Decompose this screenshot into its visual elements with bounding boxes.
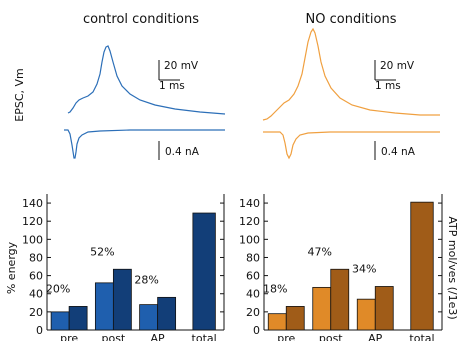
current-scale-label-control: 0.4 nA <box>165 146 200 158</box>
x-tick-label: post <box>101 332 125 341</box>
y-tick-label: 120 <box>239 215 260 228</box>
bar-series-1 <box>50 311 70 331</box>
bar-series-2 <box>330 268 350 331</box>
scalebar-voltage-time-no <box>374 60 396 81</box>
y-tick-label: 20 <box>29 306 43 319</box>
x-tick-label: AP <box>151 332 166 341</box>
bar-series-1 <box>267 313 287 331</box>
y-tick-label: 140 <box>239 197 260 210</box>
y-tick-label: 140 <box>22 197 43 210</box>
bar-series-1 <box>139 304 159 331</box>
percent-label: 34% <box>352 262 376 275</box>
current-scale-label-no: 0.4 nA <box>381 146 416 158</box>
voltage-scale-label-no: 20 mV <box>380 60 415 72</box>
y-tick-label: 80 <box>29 251 43 264</box>
bar-series-2 <box>112 268 132 331</box>
percent-label: 18% <box>263 282 287 295</box>
x-tick-label: pre <box>60 332 78 341</box>
x-tick-label: total <box>409 332 434 341</box>
voltage-trace-no <box>262 27 440 121</box>
bar-chart-no: 0 20 40 60 80 100 120 140 ATP mol/ves (/1e3) 18% p… <box>239 194 458 341</box>
voltage-scale-label-control: 20 mV <box>164 60 199 72</box>
y-axis-label: ATP mol/ves (/1e3) <box>446 216 458 319</box>
percent-label: 47% <box>308 245 332 258</box>
current-trace-no <box>263 131 440 160</box>
y-tick-label: 80 <box>246 251 260 264</box>
x-tick-label: pre <box>277 332 295 341</box>
bar-series-1 <box>356 298 376 331</box>
x-tick-label: AP <box>368 332 383 341</box>
y-tick-label: 60 <box>29 270 43 283</box>
y-tick-label: 100 <box>22 233 43 246</box>
y-tick-label: 0 <box>36 324 43 337</box>
y-tick-label: 120 <box>22 215 43 228</box>
y-tick-label: 40 <box>246 288 260 301</box>
y-tick-label: 40 <box>29 288 43 301</box>
time-scale-label-control: 1 ms <box>159 80 185 92</box>
y-tick-label: 0 <box>253 324 260 337</box>
trace-panel-control: control conditions 20 mV 1 ms 0.4 nA <box>64 12 226 160</box>
bar-series-1 <box>312 286 332 331</box>
current-trace-control <box>64 129 225 159</box>
trace-title-control: control conditions <box>83 12 199 27</box>
time-scale-label-no: 1 ms <box>375 80 401 92</box>
traces-y-label: EPSC, Vm <box>13 68 26 121</box>
y-tick-label: 100 <box>239 233 260 246</box>
bar-total <box>410 201 434 331</box>
percent-label: 52% <box>90 245 114 258</box>
bar-series-1 <box>94 282 114 331</box>
percent-label: 28% <box>134 273 158 286</box>
x-tick-label: total <box>192 332 217 341</box>
trace-title-no: NO conditions <box>306 12 397 27</box>
bar-series-2 <box>374 286 394 331</box>
bar-total <box>192 212 216 331</box>
bar-series-2 <box>285 306 305 331</box>
bar-series-2 <box>157 296 177 331</box>
bar-series-2 <box>68 306 88 331</box>
percent-label: 20% <box>46 282 70 295</box>
x-tick-label: post <box>319 332 343 341</box>
scalebar-voltage-time-control <box>158 60 180 81</box>
voltage-trace-control <box>67 45 226 115</box>
trace-panel-no: NO conditions 20 mV 1 ms 0.4 nA <box>262 12 440 160</box>
y-axis-label: % energy <box>5 241 18 294</box>
y-tick-label: 20 <box>246 306 260 319</box>
bar-chart-control: 0 20 40 60 80 100 120 140 % energy 20% pre 52% post 2… <box>5 194 225 341</box>
y-tick-label: 60 <box>246 270 260 283</box>
